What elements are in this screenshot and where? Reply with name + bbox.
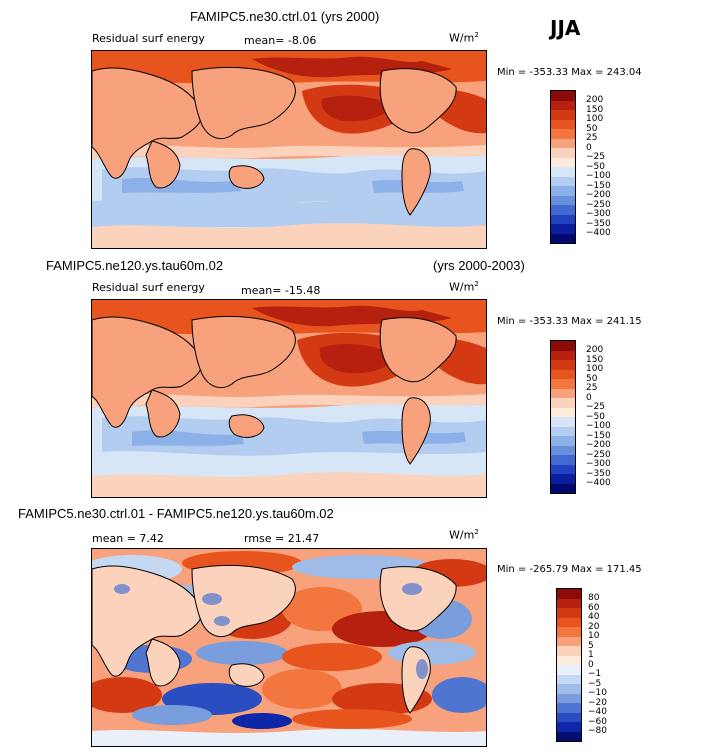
panel1-colorbar	[550, 90, 576, 244]
panel1-minmax: Min = -353.33 Max = 243.04	[497, 67, 642, 78]
season-label: JJA	[550, 16, 581, 40]
panel1-map	[91, 50, 487, 249]
panel1-title: FAMIPC5.ne30.ctrl.01 (yrs 2000)	[190, 9, 380, 24]
panel2-colorbar-labels: 200 150 100 50 25 0 −25 −50 −100 −150 −2…	[586, 345, 611, 488]
panel1-mean: mean= -8.06	[244, 34, 317, 47]
panel3-colorbar	[556, 588, 582, 742]
panel2-colorbar	[550, 340, 576, 494]
panel2-unit: W/m2	[449, 280, 479, 294]
panel2-mean: mean= -15.48	[241, 284, 321, 297]
panel1-colorbar-labels: 200 150 100 50 25 0 −25 −50 −100 −150 −2…	[586, 95, 611, 238]
panel3-title: FAMIPC5.ne30.ctrl.01 - FAMIPC5.ne120.ys.…	[18, 506, 334, 521]
panel2-map	[91, 299, 487, 498]
panel1-unit: W/m2	[449, 31, 479, 45]
panel3-mean: mean = 7.42	[92, 532, 164, 545]
panel2-years: (yrs 2000-2003)	[433, 258, 525, 273]
panel3-colorbar-labels: 80 60 40 20 10 5 1 0 −1 −5 −10 −20 −40 −…	[588, 593, 607, 736]
panel3-minmax: Min = -265.79 Max = 171.45	[497, 564, 642, 575]
panel2-minmax: Min = -353.33 Max = 241.15	[497, 316, 642, 327]
panel1-variable-label: Residual surf energy	[92, 32, 205, 45]
panel3-rmse: rmse = 21.47	[244, 532, 320, 545]
panel2-title: FAMIPC5.ne120.ys.tau60m.02	[46, 258, 224, 273]
panel3-unit: W/m2	[449, 528, 479, 542]
panel2-variable-label: Residual surf energy	[92, 281, 205, 294]
panel3-map	[91, 548, 487, 747]
